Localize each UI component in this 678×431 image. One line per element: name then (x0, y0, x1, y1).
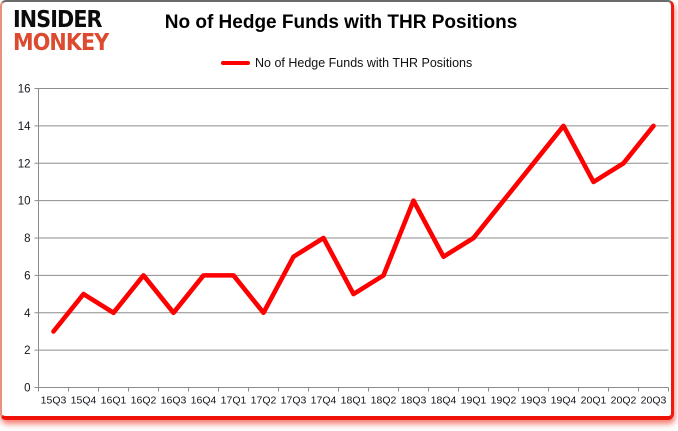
chart-title: No of Hedge Funds with THR Positions (164, 12, 518, 33)
x-tick-label: 19Q1 (461, 395, 487, 407)
x-tick-label: 16Q3 (161, 395, 187, 407)
x-tick-label: 18Q2 (371, 395, 397, 407)
x-tick-label: 17Q1 (221, 395, 247, 407)
x-tick-label: 19Q3 (521, 395, 547, 407)
x-tick-label: 20Q2 (611, 395, 637, 407)
x-tick-label: 19Q4 (551, 395, 577, 407)
y-tick-label: 4 (24, 308, 31, 320)
x-tick-label: 18Q4 (431, 395, 457, 407)
legend-line-swatch (221, 60, 250, 66)
x-tick-label: 20Q1 (581, 395, 607, 407)
x-tick-label: 15Q3 (41, 395, 67, 407)
y-tick-label: 6 (24, 270, 30, 282)
x-tick-label: 20Q3 (641, 395, 667, 407)
x-tick-label: 19Q2 (491, 395, 517, 407)
x-tick-label: 17Q2 (251, 395, 277, 407)
x-tick-label: 16Q2 (131, 395, 157, 407)
x-tick-label: 17Q3 (281, 395, 307, 407)
logo-monkey-text: MONKEY (13, 29, 109, 56)
x-tick-label: 18Q1 (341, 395, 367, 407)
y-tick-label: 0 (24, 383, 30, 395)
x-tick-label: 18Q3 (401, 395, 427, 407)
y-tick-label: 10 (18, 196, 31, 208)
x-tick-label: 16Q4 (191, 395, 217, 407)
y-tick-label: 16 (18, 84, 31, 96)
logo-insider-text: INSIDER (13, 7, 103, 33)
y-tick-label: 14 (18, 121, 31, 133)
series-line (51, 123, 656, 334)
y-tick-label: 8 (24, 233, 30, 245)
legend-label: No of Hedge Funds with THR Positions (255, 56, 473, 70)
y-tick-label: 2 (24, 345, 30, 357)
legend: No of Hedge Funds with THR Positions (221, 56, 472, 70)
x-tick-label: 15Q4 (71, 395, 97, 407)
x-tick-label: 16Q1 (101, 395, 127, 407)
x-tick-label: 17Q4 (311, 395, 337, 407)
y-tick-label: 12 (18, 158, 31, 170)
insider-monkey-logo: INSIDER MONKEY (13, 7, 109, 56)
